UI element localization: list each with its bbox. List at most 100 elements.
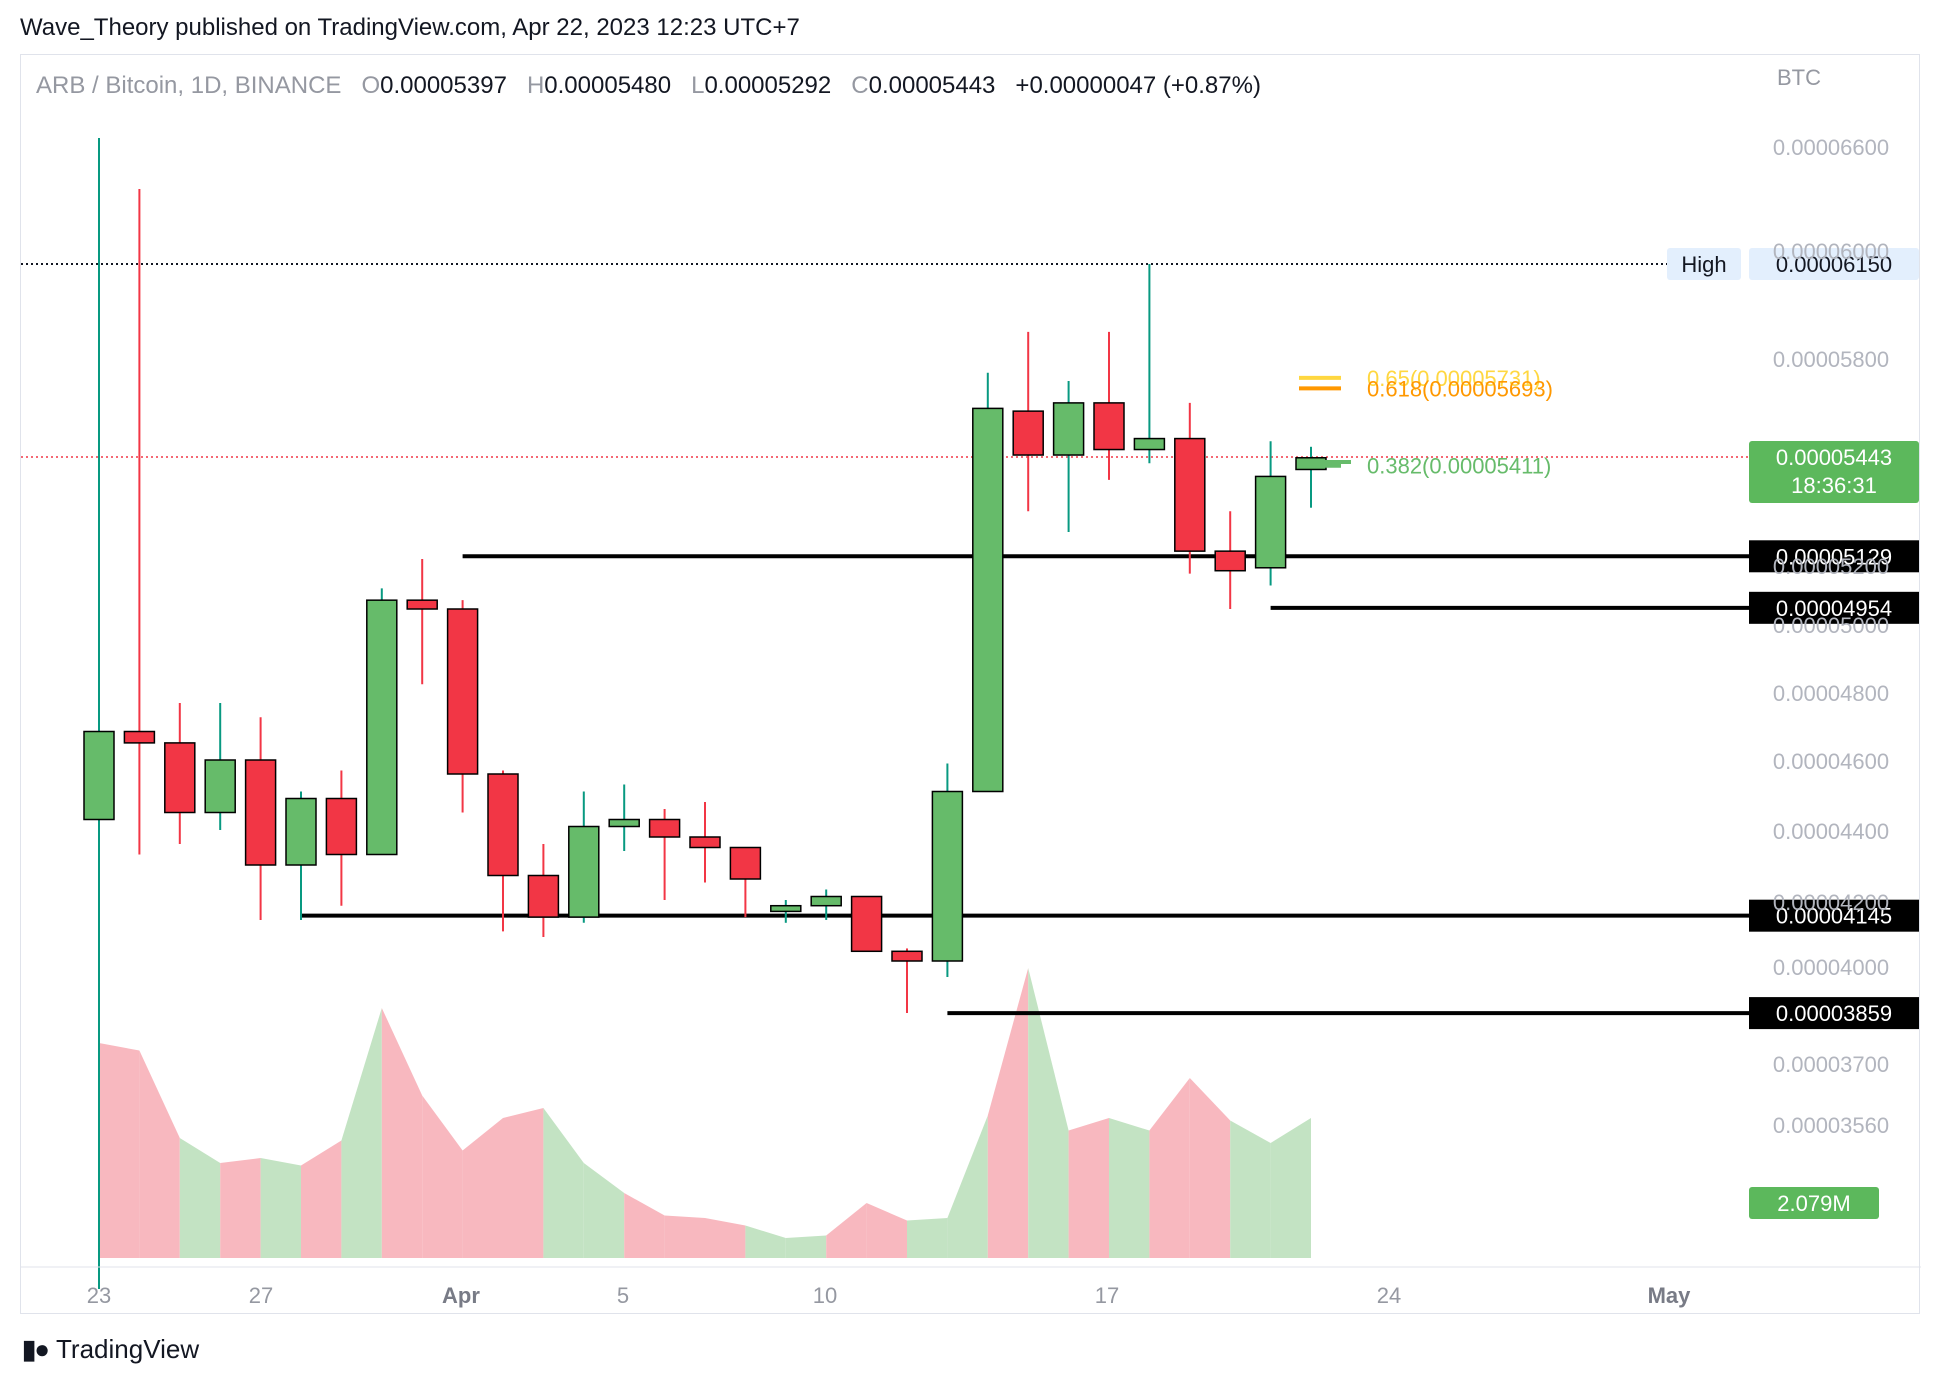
volume-area-3 <box>220 1158 261 1258</box>
volume-area-25 <box>1109 1118 1150 1258</box>
volume-area-19 <box>866 1203 907 1258</box>
y-tick-11: 0.00003560 <box>1773 1113 1889 1138</box>
price-chart[interactable]: 0.00005129 0.00004954 0.00004145 0.00003859… <box>21 55 1921 1315</box>
fib-0.618-label: 0.618(0.00005693) <box>1367 376 1553 401</box>
price-axis: BTC 0.00006600 0.00006000 0.00005800 0.00005… <box>1749 65 1919 1219</box>
volume-area-5 <box>301 1140 342 1258</box>
chart-frame[interactable]: 0.00005129 0.00004954 0.00004145 0.00003859… <box>20 54 1921 1315</box>
level-0.00004954-label: 0.00004954 <box>1776 596 1892 621</box>
candle-body-0 <box>83 730 115 821</box>
y-tick-6: 0.00004600 <box>1773 749 1889 774</box>
y-tick-0: 0.00006600 <box>1773 135 1889 160</box>
candle-body-24 <box>1052 402 1085 456</box>
candle-body-27 <box>1174 437 1206 552</box>
volume-area-9 <box>462 1118 503 1258</box>
volume-area-2 <box>179 1138 221 1258</box>
y-tick-5: 0.00004800 <box>1773 681 1889 706</box>
candle-body-8 <box>406 599 438 610</box>
last-price-tag <box>1749 440 1919 503</box>
candle-body-29 <box>1254 475 1287 569</box>
axis-currency: BTC <box>1777 65 1821 90</box>
candle-body-2 <box>164 742 196 814</box>
volume-area-1 <box>139 1050 180 1258</box>
volume-area-26 <box>1149 1078 1190 1258</box>
volume-area-11 <box>543 1108 584 1258</box>
volume-area-10 <box>503 1108 544 1258</box>
legend-high-label: H <box>526 72 545 99</box>
x-tick-2: Apr <box>442 1283 480 1308</box>
y-tick-3: 0.00005200 <box>1773 554 1889 579</box>
legend-symbol: ARB / Bitcoin, 1D, BINANCE <box>36 72 342 99</box>
volume-area-6 <box>341 1008 382 1258</box>
volume-area-0 <box>99 1043 140 1258</box>
volume-area-29 <box>1270 1118 1311 1258</box>
y-tick-7: 0.00004400 <box>1773 819 1889 844</box>
fib-0.65-label: 0.65(0.00005731) <box>1367 366 1541 391</box>
x-tick-0: 23 <box>87 1283 111 1308</box>
volume-area-14 <box>664 1215 705 1258</box>
candle-body-9 <box>446 608 479 775</box>
publisher-line: Wave_Theory published on TradingView.com… <box>20 14 800 41</box>
tradingview-brand: TradingView <box>56 1334 200 1364</box>
x-tick-4: 10 <box>813 1283 837 1308</box>
legend-high-value: 0.00005480 <box>544 72 672 99</box>
candle-body-6 <box>325 797 358 856</box>
candle-body-15 <box>689 836 721 849</box>
candle-body-18 <box>810 895 842 907</box>
candle-body-26 <box>1133 437 1166 451</box>
y-tick-9: 0.00004000 <box>1773 955 1889 980</box>
volume-area-16 <box>745 1225 786 1258</box>
candles-layer <box>83 138 1327 1289</box>
time-axis: 23 27 Apr 5 10 17 24 May <box>21 1266 1921 1308</box>
candle-body-25 <box>1093 402 1125 451</box>
level-0.00003859-label: 0.00003859 <box>1776 1001 1892 1026</box>
x-tick-5: 17 <box>1095 1283 1119 1308</box>
candle-body-11 <box>527 874 560 918</box>
levels-layer: 0.00005129 0.00004954 0.00004145 0.00003859… <box>21 248 1919 1030</box>
level-0.00005129-label: 0.00005129 <box>1776 544 1892 569</box>
volume-area-7 <box>381 1008 423 1258</box>
fib-layer: 0.65(0.00005731)0.618(0.00005693) 0.382(0… <box>1299 366 1553 479</box>
volume-area-4 <box>260 1158 301 1258</box>
high-price-tag <box>1749 248 1919 280</box>
last-price-value: 0.00005443 <box>1776 445 1892 470</box>
legend-close-label: C <box>851 72 869 99</box>
x-tick-7: May <box>1648 1283 1692 1308</box>
x-tick-1: 27 <box>249 1283 273 1308</box>
candle-body-1 <box>123 730 156 744</box>
legend-change: +0.00000047 (+0.87%) <box>1015 72 1261 99</box>
volume-area-17 <box>785 1235 827 1258</box>
high-label: High <box>1681 252 1726 277</box>
y-tick-4: 0.00005000 <box>1773 613 1889 638</box>
volume-area-18 <box>826 1203 867 1258</box>
candle-body-12 <box>568 825 600 918</box>
volume-area-22 <box>987 968 1029 1258</box>
tradingview-logo-icon: ▮● <box>22 1334 50 1364</box>
volume-area-8 <box>422 1095 463 1258</box>
volume-area-28 <box>1230 1120 1271 1258</box>
legend-low-label: L <box>691 72 705 99</box>
volume-tag <box>1749 1187 1879 1219</box>
candle-body-3 <box>204 759 236 814</box>
legend-open-value: 0.00005397 <box>380 72 507 99</box>
volume-area-27 <box>1189 1078 1231 1258</box>
volume-area-13 <box>624 1193 665 1258</box>
candle-body-16 <box>729 846 762 880</box>
candle-body-7 <box>366 599 398 856</box>
volume-area-21 <box>947 1115 988 1258</box>
symbol-legend: ARB / Bitcoin, 1D, BINANCE O0.00005397 H… <box>36 72 1261 100</box>
candle-body-5 <box>285 797 317 866</box>
level-0.00004145-label: 0.00004145 <box>1776 904 1892 929</box>
level-0.00005129-tag <box>1749 540 1919 573</box>
y-tick-8: 0.00004200 <box>1773 890 1889 915</box>
x-tick-3: 5 <box>617 1283 629 1308</box>
level-0.00004954-tag <box>1749 591 1919 624</box>
volume-area-24 <box>1068 1118 1109 1258</box>
legend-open-label: O <box>361 72 381 99</box>
candle-body-23 <box>1012 410 1044 456</box>
candle-body-20 <box>891 950 923 962</box>
legend-close-value: 0.00005443 <box>868 72 996 99</box>
tradingview-logo[interactable]: ▮● TradingView <box>22 1334 199 1365</box>
candle-body-14 <box>648 818 681 838</box>
candle-body-17 <box>770 904 802 913</box>
